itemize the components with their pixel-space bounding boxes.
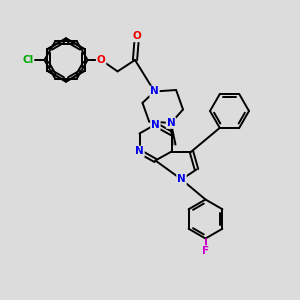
Text: N: N: [151, 119, 160, 130]
Text: Cl: Cl: [22, 55, 34, 65]
Text: F: F: [202, 246, 209, 256]
Text: O: O: [97, 55, 106, 65]
Text: O: O: [132, 31, 141, 41]
Text: N: N: [150, 86, 159, 97]
Text: N: N: [177, 174, 186, 184]
Text: N: N: [135, 146, 144, 157]
Text: N: N: [167, 118, 176, 128]
